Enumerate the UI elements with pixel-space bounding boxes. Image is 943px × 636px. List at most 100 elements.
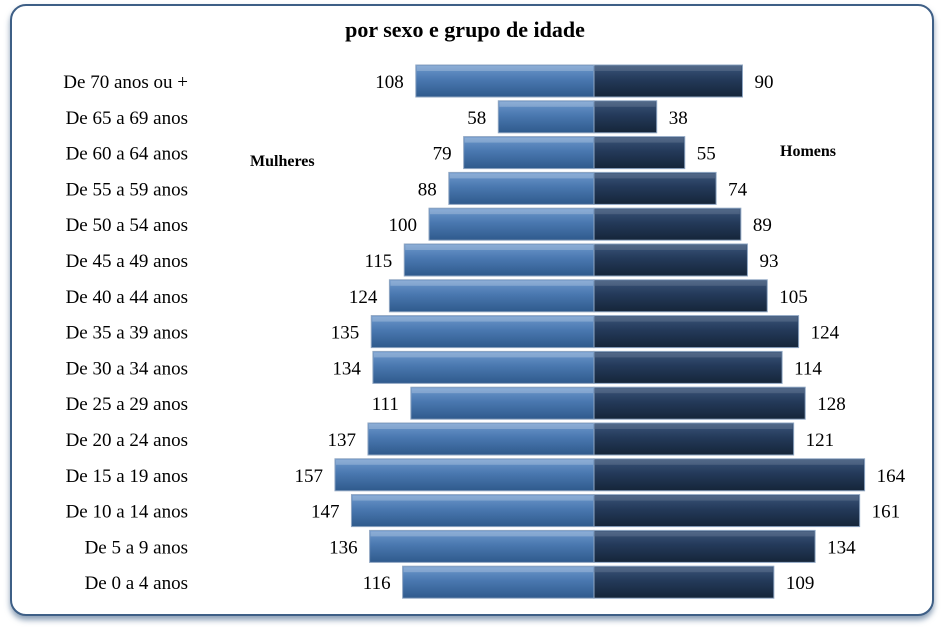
data-label: 109	[786, 573, 815, 594]
data-label: 161	[872, 502, 901, 523]
data-label: 114	[794, 358, 822, 379]
bar-homens	[593, 243, 748, 277]
category-label: De 55 a 59 anos	[66, 179, 188, 200]
bar-mulheres	[372, 350, 595, 384]
category-label: De 0 a 4 anos	[85, 573, 188, 594]
data-label: 100	[389, 215, 418, 236]
bar-homens	[593, 422, 795, 456]
bar-mulheres	[369, 529, 595, 563]
bar-highlight	[595, 388, 805, 394]
category-label: De 5 a 9 anos	[85, 537, 188, 558]
data-label: 58	[467, 108, 486, 129]
bar-homens	[593, 458, 866, 492]
bar-mulheres	[410, 386, 595, 420]
bar-mulheres	[463, 136, 595, 170]
bar-highlight	[430, 209, 593, 215]
bar-highlight	[595, 495, 859, 501]
bar-highlight	[595, 567, 773, 573]
category-label: De 25 a 29 anos	[66, 394, 188, 415]
series-label-homens: Homens	[780, 143, 836, 160]
bar-highlight	[390, 280, 593, 286]
bar-homens	[593, 136, 686, 170]
data-label: 79	[433, 144, 452, 165]
bar-mulheres	[334, 458, 595, 492]
category-label: De 35 a 39 anos	[66, 323, 188, 344]
data-label: 124	[811, 323, 840, 344]
bar-mulheres	[350, 494, 595, 528]
bar-highlight	[449, 173, 593, 179]
data-label: 157	[294, 466, 323, 487]
data-label: 105	[779, 287, 808, 308]
data-label: 164	[877, 466, 906, 487]
data-label: 74	[728, 179, 748, 200]
data-label: 38	[669, 108, 688, 129]
data-label: 93	[759, 251, 778, 272]
data-label: 108	[375, 72, 404, 93]
bar-highlight	[595, 209, 740, 215]
data-label: 89	[753, 215, 772, 236]
data-label: 135	[331, 323, 360, 344]
bar-homens	[593, 529, 816, 563]
bar-highlight	[595, 66, 742, 71]
data-label: 134	[827, 537, 856, 558]
data-label: 136	[329, 537, 358, 558]
bar-highlight	[595, 424, 793, 429]
bar-homens	[593, 64, 743, 98]
bar-mulheres	[415, 64, 595, 98]
bar-highlight	[370, 531, 593, 537]
data-label: 111	[372, 394, 399, 415]
category-label: De 30 a 34 anos	[66, 358, 188, 379]
bars-layer	[334, 64, 866, 599]
bar-mulheres	[388, 279, 595, 313]
bar-highlight	[352, 495, 593, 501]
bar-highlight	[405, 245, 593, 250]
bar-highlight	[595, 137, 684, 143]
bar-highlight	[416, 66, 593, 71]
data-label: 121	[806, 430, 835, 451]
bar-highlight	[499, 101, 593, 107]
bar-highlight	[373, 352, 593, 358]
bar-homens	[593, 386, 806, 420]
bar-homens	[593, 494, 861, 528]
bar-mulheres	[428, 207, 595, 241]
data-label: 55	[697, 144, 716, 165]
data-label: 137	[327, 430, 356, 451]
data-label: 134	[332, 358, 361, 379]
data-label: 128	[817, 394, 846, 415]
bar-highlight	[372, 316, 593, 322]
bar-homens	[593, 100, 658, 134]
category-label: De 20 a 24 anos	[66, 430, 188, 451]
data-label: 88	[418, 179, 437, 200]
bar-homens	[593, 207, 742, 241]
bar-homens	[593, 171, 717, 205]
category-label: De 45 a 49 anos	[66, 251, 188, 272]
bar-highlight	[368, 424, 593, 429]
bar-highlight	[595, 173, 716, 179]
bar-homens	[593, 315, 800, 349]
bar-highlight	[411, 388, 593, 394]
bar-highlight	[595, 459, 864, 465]
bar-mulheres	[402, 565, 595, 599]
data-label: 147	[311, 502, 340, 523]
bar-highlight	[595, 352, 782, 358]
bar-homens	[593, 279, 768, 313]
bar-highlight	[595, 316, 798, 322]
bar-highlight	[595, 531, 815, 537]
category-label: De 40 a 44 anos	[66, 287, 188, 308]
bar-highlight	[403, 567, 593, 573]
category-label: De 50 a 54 anos	[66, 215, 188, 236]
labels-layer: De 70 anos ou + De 65 a 69 anos De 60 a 64…	[63, 72, 905, 594]
category-label: De 15 a 19 anos	[66, 466, 188, 487]
bar-homens	[593, 350, 783, 384]
bar-mulheres	[403, 243, 595, 277]
bar-mulheres	[370, 315, 595, 349]
series-label-mulheres: Mulheres	[250, 153, 315, 170]
chart-title: por sexo e grupo de idade	[345, 17, 585, 42]
bar-homens	[593, 565, 775, 599]
category-label: De 65 a 69 anos	[66, 108, 188, 129]
category-label: De 60 a 64 anos	[66, 144, 188, 165]
data-label: 116	[363, 573, 391, 594]
category-label: De 10 a 14 anos	[66, 502, 188, 523]
data-label: 90	[755, 72, 774, 93]
